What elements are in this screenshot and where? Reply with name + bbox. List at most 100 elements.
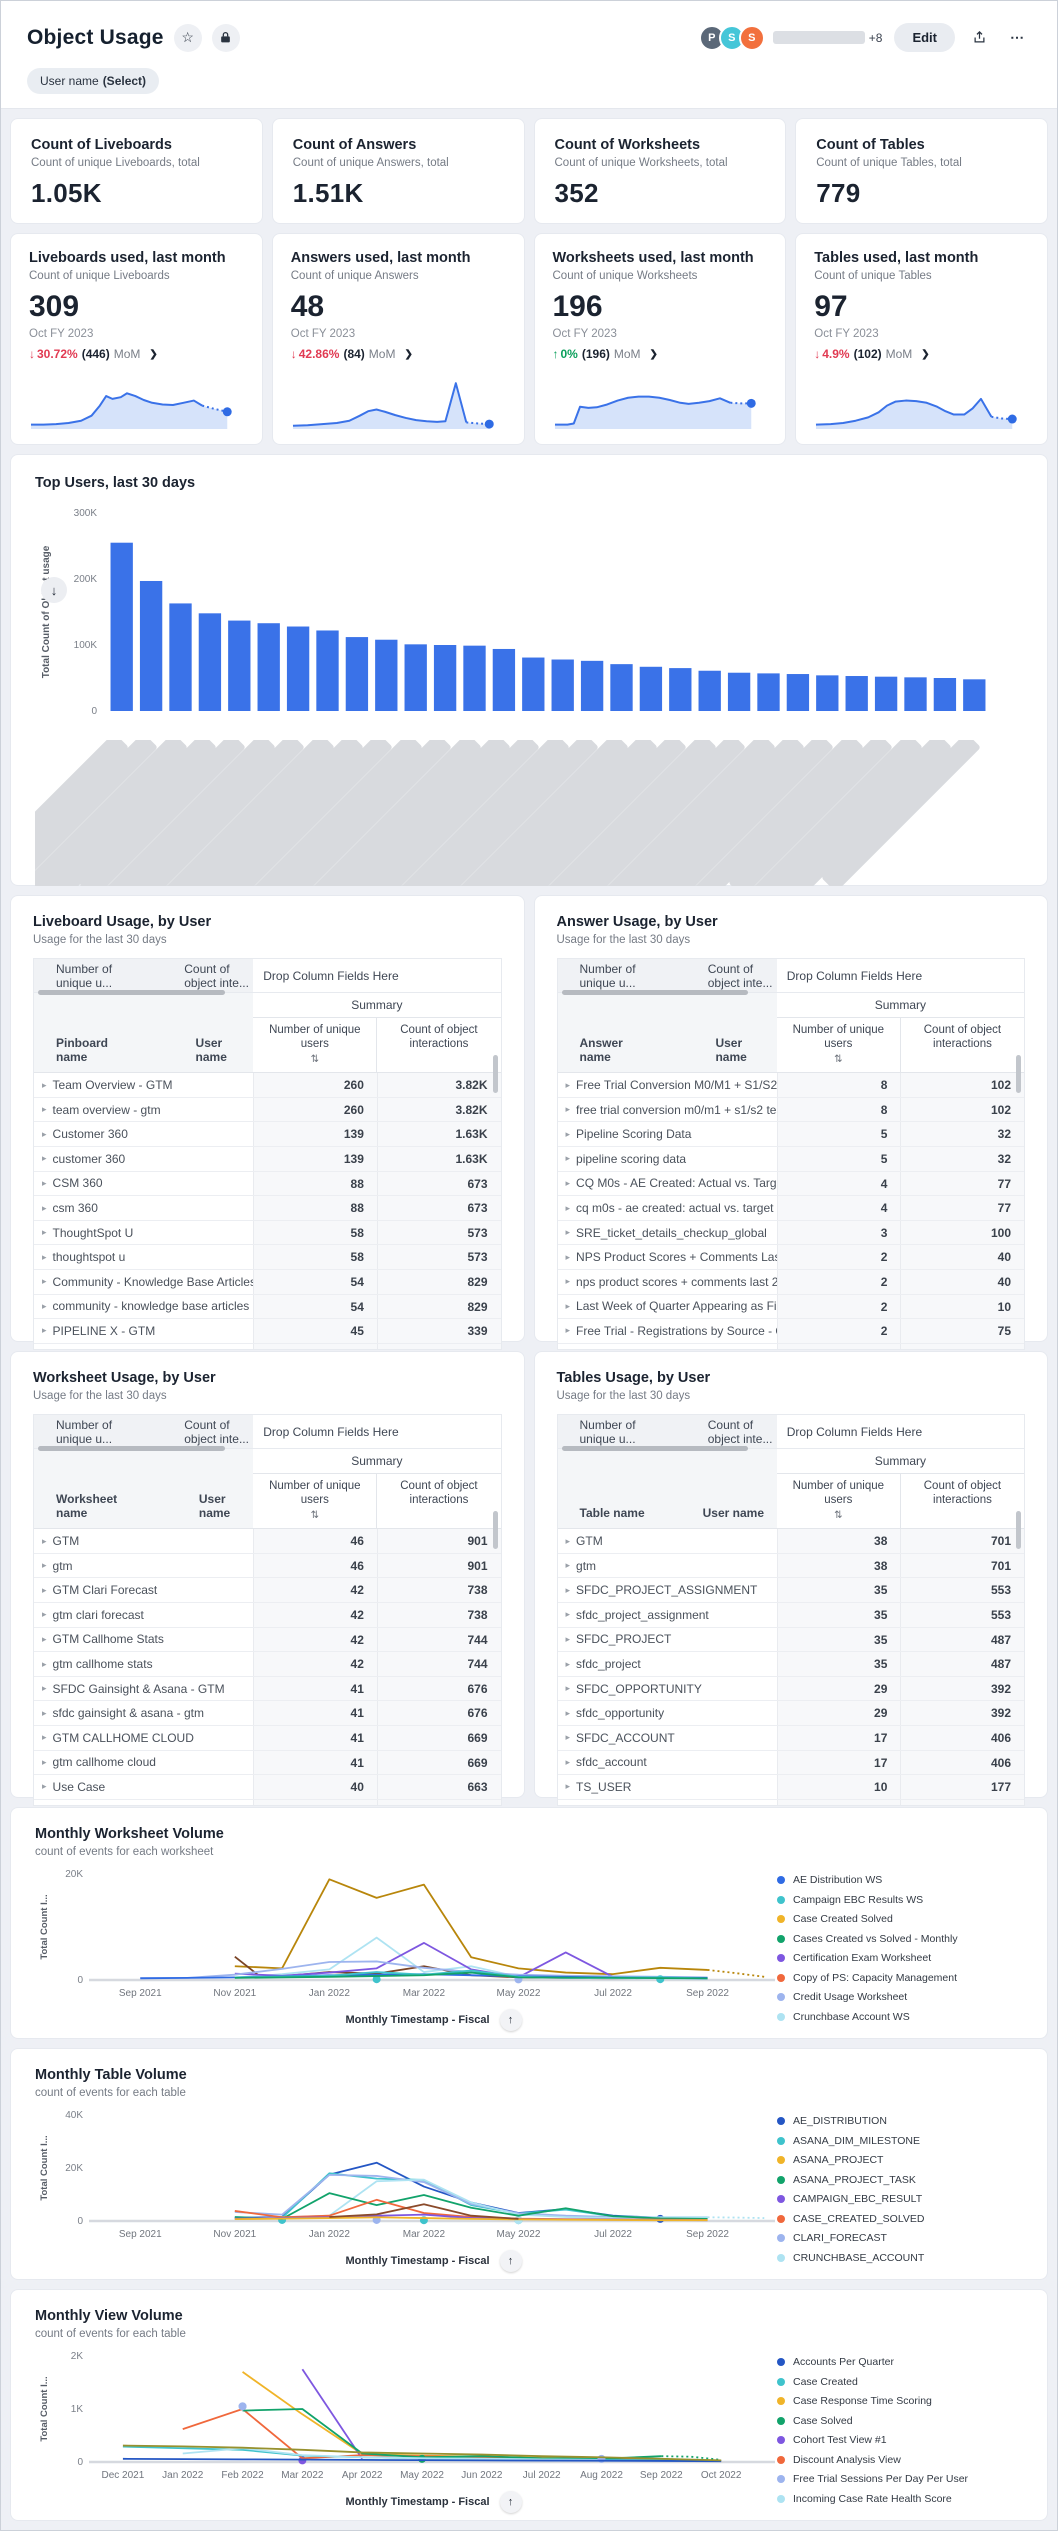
bar[interactable] <box>639 666 663 711</box>
bar[interactable] <box>874 676 898 711</box>
table-row[interactable]: ▸ gtm 46 901 <box>34 1553 501 1579</box>
table-row[interactable]: ▸ SFDC_PROJECT_ASSIGNMENT 35 553 <box>557 1578 1024 1604</box>
legend-item[interactable]: Cohort Test View #1 <box>777 2434 1023 2446</box>
vertical-scrollbar[interactable] <box>1016 1511 1021 1549</box>
table-row[interactable]: ▸ cq m0s - ae created: actual vs. target 4… <box>557 1196 1024 1221</box>
row-name-cell[interactable]: ▸ SFDC Gainsight & Asana - GTM <box>34 1676 254 1701</box>
unique-users-column-header[interactable]: Number of unique users ⇅ <box>792 1024 885 1065</box>
trend-drilldown-chevron-icon[interactable]: ❯ <box>149 348 158 360</box>
user-column-header[interactable]: User name <box>702 1506 765 1521</box>
sort-ascending-icon[interactable]: ↑ <box>499 2009 522 2031</box>
table-row[interactable]: ▸ CQ M0s - AE Created: Actual vs. Target 4… <box>557 1171 1024 1197</box>
column-sort-icon[interactable]: ⇅ <box>834 1053 843 1065</box>
measure-field-interactions[interactable]: Count of object inte... <box>184 961 249 990</box>
expand-caret-icon[interactable]: ▸ <box>42 1227 47 1238</box>
expand-caret-icon[interactable]: ▸ <box>42 1153 47 1164</box>
row-name-cell[interactable]: ▸ sfdc_opportunity <box>557 1701 777 1725</box>
expand-caret-icon[interactable]: ▸ <box>42 1658 47 1669</box>
vertical-scrollbar[interactable] <box>1016 1055 1021 1093</box>
table-row[interactable]: ▸ community - knowledge base articles 54 82… <box>34 1294 501 1320</box>
row-name-cell[interactable]: ▸ NPS Product Scores + Comments Last 2 ye… <box>557 1245 777 1269</box>
bar[interactable] <box>727 672 751 711</box>
table-row[interactable]: ▸ GTM CALLHOME CLOUD 41 669 <box>34 1726 501 1751</box>
table-row[interactable]: ▸ nps product scores + comments last 2 ye… <box>557 1270 1024 1295</box>
expand-caret-icon[interactable]: ▸ <box>42 1104 47 1115</box>
legend-item[interactable]: ASANA_DIM_MILESTONE <box>777 2135 1023 2147</box>
row-name-cell[interactable]: ▸ sfdc_project_assignment <box>557 1603 777 1627</box>
expand-caret-icon[interactable]: ▸ <box>565 1153 571 1164</box>
row-name-cell[interactable]: ▸ Customer 360 <box>34 1122 254 1147</box>
expand-caret-icon[interactable]: ▸ <box>42 1707 47 1718</box>
legend-item[interactable]: CASE_CREATED_SOLVED <box>777 2213 1023 2225</box>
row-name-cell[interactable]: ▸ pipeline scoring data <box>557 1147 777 1171</box>
bar[interactable] <box>492 648 516 711</box>
expand-caret-icon[interactable]: ▸ <box>565 1202 571 1213</box>
interactions-column-header[interactable]: Count of object interactions <box>899 1474 1024 1529</box>
row-name-cell[interactable]: ▸ gtm clari forecast <box>34 1603 254 1627</box>
expand-caret-icon[interactable]: ▸ <box>565 1251 571 1262</box>
table-row[interactable]: ▸ GTM 46 901 <box>34 1529 501 1554</box>
interactions-column-header[interactable]: Count of object interactions <box>899 1018 1024 1073</box>
name-column-header[interactable]: Table name <box>579 1506 645 1521</box>
user-column-header[interactable]: User name <box>195 1036 227 1065</box>
avatar[interactable]: S <box>738 24 765 51</box>
expand-caret-icon[interactable]: ▸ <box>42 1276 47 1287</box>
bar[interactable] <box>816 675 839 711</box>
sort-ascending-icon[interactable]: ↑ <box>499 2491 522 2513</box>
table-row[interactable]: ▸ SRE_ticket_details_checkup_global 3 100 <box>557 1220 1024 1246</box>
table-row[interactable]: ▸ SFDC_OPPORTUNITY 29 392 <box>557 1676 1024 1702</box>
bar[interactable] <box>963 679 986 711</box>
row-name-cell[interactable]: ▸ gtm callhome stats <box>34 1652 254 1676</box>
column-sort-icon[interactable]: ⇅ <box>310 1053 319 1065</box>
table-row[interactable]: ▸ Last Week of Quarter Appearing as First… <box>557 1294 1024 1320</box>
row-name-cell[interactable]: ▸ CSM 360 <box>34 1171 254 1196</box>
user-column-header[interactable]: User name <box>198 1492 231 1521</box>
row-name-cell[interactable]: ▸ cq m0s - ae created: actual vs. target <box>557 1196 777 1220</box>
table-row[interactable]: ▸ gtm clari forecast 42 738 <box>34 1603 501 1628</box>
bar[interactable] <box>286 626 310 711</box>
table-row[interactable]: ▸ Community - Knowledge Base Articles 54 82… <box>34 1270 501 1295</box>
legend-item[interactable]: CRUNCHBASE_ACCOUNT <box>777 2252 1023 2264</box>
legend-item[interactable]: ASANA_PROJECT <box>777 2154 1023 2166</box>
table-row[interactable]: ▸ SFDC_ACCOUNT 17 406 <box>557 1726 1024 1751</box>
expand-caret-icon[interactable]: ▸ <box>565 1325 571 1336</box>
bar[interactable] <box>345 637 369 711</box>
column-sort-icon[interactable]: ⇅ <box>310 1509 319 1521</box>
legend-item[interactable]: Case Solved <box>777 2415 1023 2427</box>
drop-column-fields-zone[interactable]: Drop Column Fields Here <box>263 1424 399 1439</box>
sort-ascending-icon[interactable]: ↑ <box>499 2250 522 2272</box>
bar[interactable] <box>698 670 721 711</box>
bar[interactable] <box>375 639 398 711</box>
expand-caret-icon[interactable]: ▸ <box>42 1128 47 1139</box>
table-row[interactable]: ▸ sfdc_project_assignment 35 553 <box>557 1603 1024 1628</box>
row-name-cell[interactable]: ▸ GTM Callhome Stats <box>34 1627 254 1652</box>
table-row[interactable]: ▸ GTM 38 701 <box>557 1529 1024 1554</box>
table-row[interactable]: ▸ SFDC Gainsight & Asana - GTM 41 676 <box>34 1676 501 1702</box>
table-row[interactable]: ▸ sfdc_opportunity 29 392 <box>557 1701 1024 1726</box>
legend-item[interactable]: ASANA_PROJECT_TASK <box>777 2174 1023 2186</box>
bar[interactable] <box>786 674 810 711</box>
expand-caret-icon[interactable]: ▸ <box>42 1732 47 1743</box>
bar[interactable] <box>433 645 457 711</box>
table-row[interactable]: ▸ Pipeline Scoring Data 5 32 <box>557 1122 1024 1148</box>
row-name-cell[interactable]: ▸ SFDC_OPPORTUNITY <box>557 1676 777 1701</box>
expand-caret-icon[interactable]: ▸ <box>42 1683 47 1694</box>
row-name-cell[interactable]: ▸ gtm callhome cloud <box>34 1750 254 1775</box>
table-row[interactable]: ▸ Team Overview - GTM 260 3.82K <box>34 1073 501 1098</box>
avatar[interactable]: S <box>718 24 745 51</box>
table-row[interactable]: ▸ gtm callhome stats 42 744 <box>34 1652 501 1677</box>
expand-caret-icon[interactable]: ▸ <box>565 1079 571 1090</box>
bar[interactable] <box>580 660 604 711</box>
expand-caret-icon[interactable]: ▸ <box>42 1202 47 1213</box>
legend-item[interactable]: Copy of PS: Capacity Management <box>777 1972 1023 1984</box>
row-name-cell[interactable]: ▸ SFDC_ACCOUNT <box>557 1726 777 1750</box>
legend-item[interactable]: CLARI_FORECAST <box>777 2232 1023 2244</box>
table-row[interactable]: ▸ ThoughtSpot U 58 573 <box>34 1220 501 1246</box>
table-row[interactable]: ▸ sfdc_project 35 487 <box>557 1652 1024 1677</box>
expand-caret-icon[interactable]: ▸ <box>42 1633 47 1644</box>
bar[interactable] <box>904 677 927 711</box>
expand-caret-icon[interactable]: ▸ <box>565 1633 571 1644</box>
measure-field-unique-users[interactable]: Number of unique u... <box>579 961 636 990</box>
sort-descending-icon[interactable]: ↓ <box>41 577 67 603</box>
bar[interactable] <box>404 644 427 711</box>
